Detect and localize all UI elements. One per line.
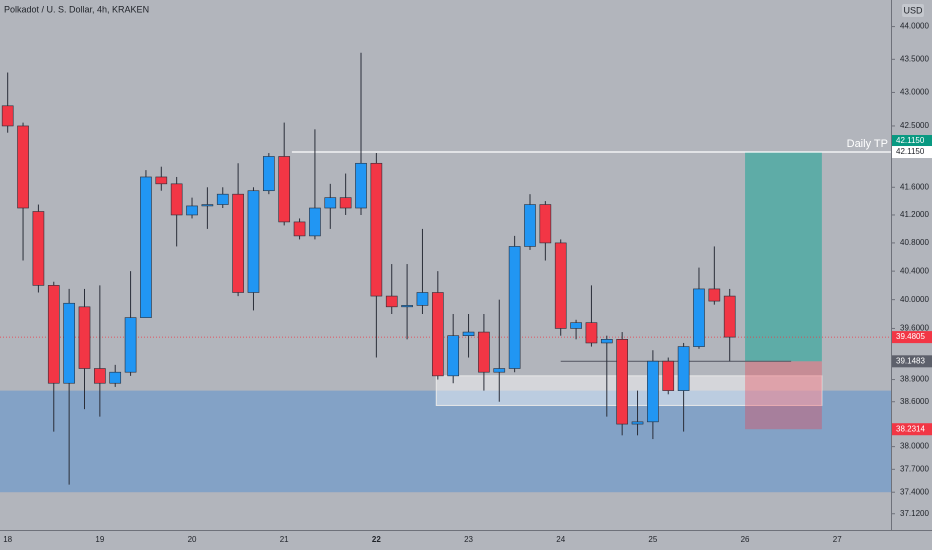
candle-body bbox=[94, 368, 106, 384]
y-tick-label: 38.6000 bbox=[900, 397, 929, 406]
candle-body bbox=[155, 176, 168, 185]
candle-body bbox=[447, 335, 460, 377]
candle-body bbox=[17, 125, 29, 209]
candle-body bbox=[47, 285, 60, 384]
price-tag-label: 38.2314 bbox=[896, 424, 925, 433]
candle-body bbox=[293, 221, 306, 237]
zone bbox=[435, 375, 823, 406]
candle-body bbox=[647, 360, 659, 423]
candle-body bbox=[216, 193, 229, 205]
y-tick-label: 39.6000 bbox=[900, 324, 929, 333]
candle-body bbox=[186, 205, 198, 216]
x-tick-label: 27 bbox=[833, 535, 842, 544]
candle-body bbox=[232, 193, 244, 293]
x-tick-label: 22 bbox=[372, 535, 381, 544]
y-tick-label: 37.1200 bbox=[900, 509, 929, 518]
price-tag-label: 42.1150 bbox=[896, 147, 925, 156]
zone bbox=[0, 390, 891, 493]
candle-body bbox=[693, 288, 705, 347]
currency-box bbox=[902, 4, 924, 17]
candle-body bbox=[585, 322, 598, 344]
candle-body bbox=[1, 105, 14, 127]
candle-body bbox=[708, 288, 721, 302]
candle-body bbox=[370, 162, 383, 297]
candle-body bbox=[385, 295, 398, 308]
x-tick-label: 21 bbox=[280, 535, 289, 544]
candle-body bbox=[431, 292, 444, 377]
chart-title: Polkadot / U. S. Dollar, 4h, KRAKEN bbox=[4, 4, 149, 14]
candle-body bbox=[462, 331, 475, 336]
candle-body bbox=[32, 211, 45, 286]
candle-body bbox=[124, 317, 137, 373]
candle-body bbox=[247, 190, 260, 293]
price-tag-label: 42.1150 bbox=[896, 136, 925, 145]
candle-body bbox=[263, 156, 275, 192]
y-tick-label: 42.5000 bbox=[900, 121, 929, 130]
candle-body bbox=[278, 156, 291, 223]
x-tick-label: 25 bbox=[648, 535, 657, 544]
candle-body bbox=[78, 306, 91, 369]
currency: USD bbox=[903, 5, 923, 15]
candle-body bbox=[324, 197, 337, 209]
candle-body bbox=[631, 421, 644, 425]
x-tick-label: 26 bbox=[741, 535, 750, 544]
line-label: Daily TP bbox=[847, 138, 888, 150]
candle-body bbox=[401, 305, 413, 308]
candle-body bbox=[309, 207, 321, 237]
y-tick-label: 44.0000 bbox=[900, 22, 929, 31]
candle-body bbox=[600, 339, 613, 344]
y-tick-label: 40.4000 bbox=[900, 266, 929, 275]
candle-body bbox=[493, 368, 506, 373]
price-tag-label: 39.1483 bbox=[896, 356, 925, 365]
x-tick-label: 20 bbox=[188, 535, 197, 544]
candle-body bbox=[662, 360, 675, 391]
candle-body bbox=[63, 302, 75, 384]
candle-body bbox=[170, 183, 183, 216]
x-tick-label: 19 bbox=[95, 535, 104, 544]
candle-body bbox=[416, 292, 429, 306]
candle-body bbox=[355, 162, 367, 209]
candle-body bbox=[570, 322, 582, 329]
price-tag bbox=[892, 146, 932, 159]
y-tick-label: 38.9000 bbox=[900, 375, 929, 384]
candle-body bbox=[201, 204, 214, 207]
zone bbox=[745, 361, 822, 430]
candle-body bbox=[677, 346, 690, 391]
zone bbox=[745, 152, 822, 362]
candle-body bbox=[616, 339, 628, 425]
price-tag bbox=[892, 331, 932, 344]
price-tag bbox=[892, 423, 932, 436]
candle-body bbox=[339, 197, 352, 209]
price-tag-label: 39.4805 bbox=[896, 332, 925, 341]
x-tick-label: 24 bbox=[556, 535, 565, 544]
candle-body bbox=[524, 204, 536, 247]
price-tag bbox=[892, 135, 932, 148]
y-tick-label: 43.5000 bbox=[900, 54, 929, 63]
y-tick-label: 38.0000 bbox=[900, 442, 929, 451]
price-tag bbox=[892, 355, 932, 368]
y-tick-label: 43.0000 bbox=[900, 88, 929, 97]
y-tick-label: 41.6000 bbox=[900, 182, 929, 191]
candle-body bbox=[539, 204, 552, 244]
y-tick-label: 37.7000 bbox=[900, 464, 929, 473]
x-tick-label: 18 bbox=[3, 535, 12, 544]
candle-body bbox=[109, 371, 122, 384]
candle-body bbox=[554, 242, 567, 329]
y-tick-label: 40.8000 bbox=[900, 238, 929, 247]
candle-body bbox=[478, 331, 490, 373]
x-tick-label: 23 bbox=[464, 535, 473, 544]
y-tick-label: 37.4000 bbox=[900, 487, 929, 496]
candle-body bbox=[508, 246, 521, 369]
y-tick-label: 40.0000 bbox=[900, 295, 929, 304]
candle-body bbox=[140, 176, 152, 318]
y-tick-label: 41.2000 bbox=[900, 210, 929, 219]
candle-body bbox=[723, 295, 736, 338]
